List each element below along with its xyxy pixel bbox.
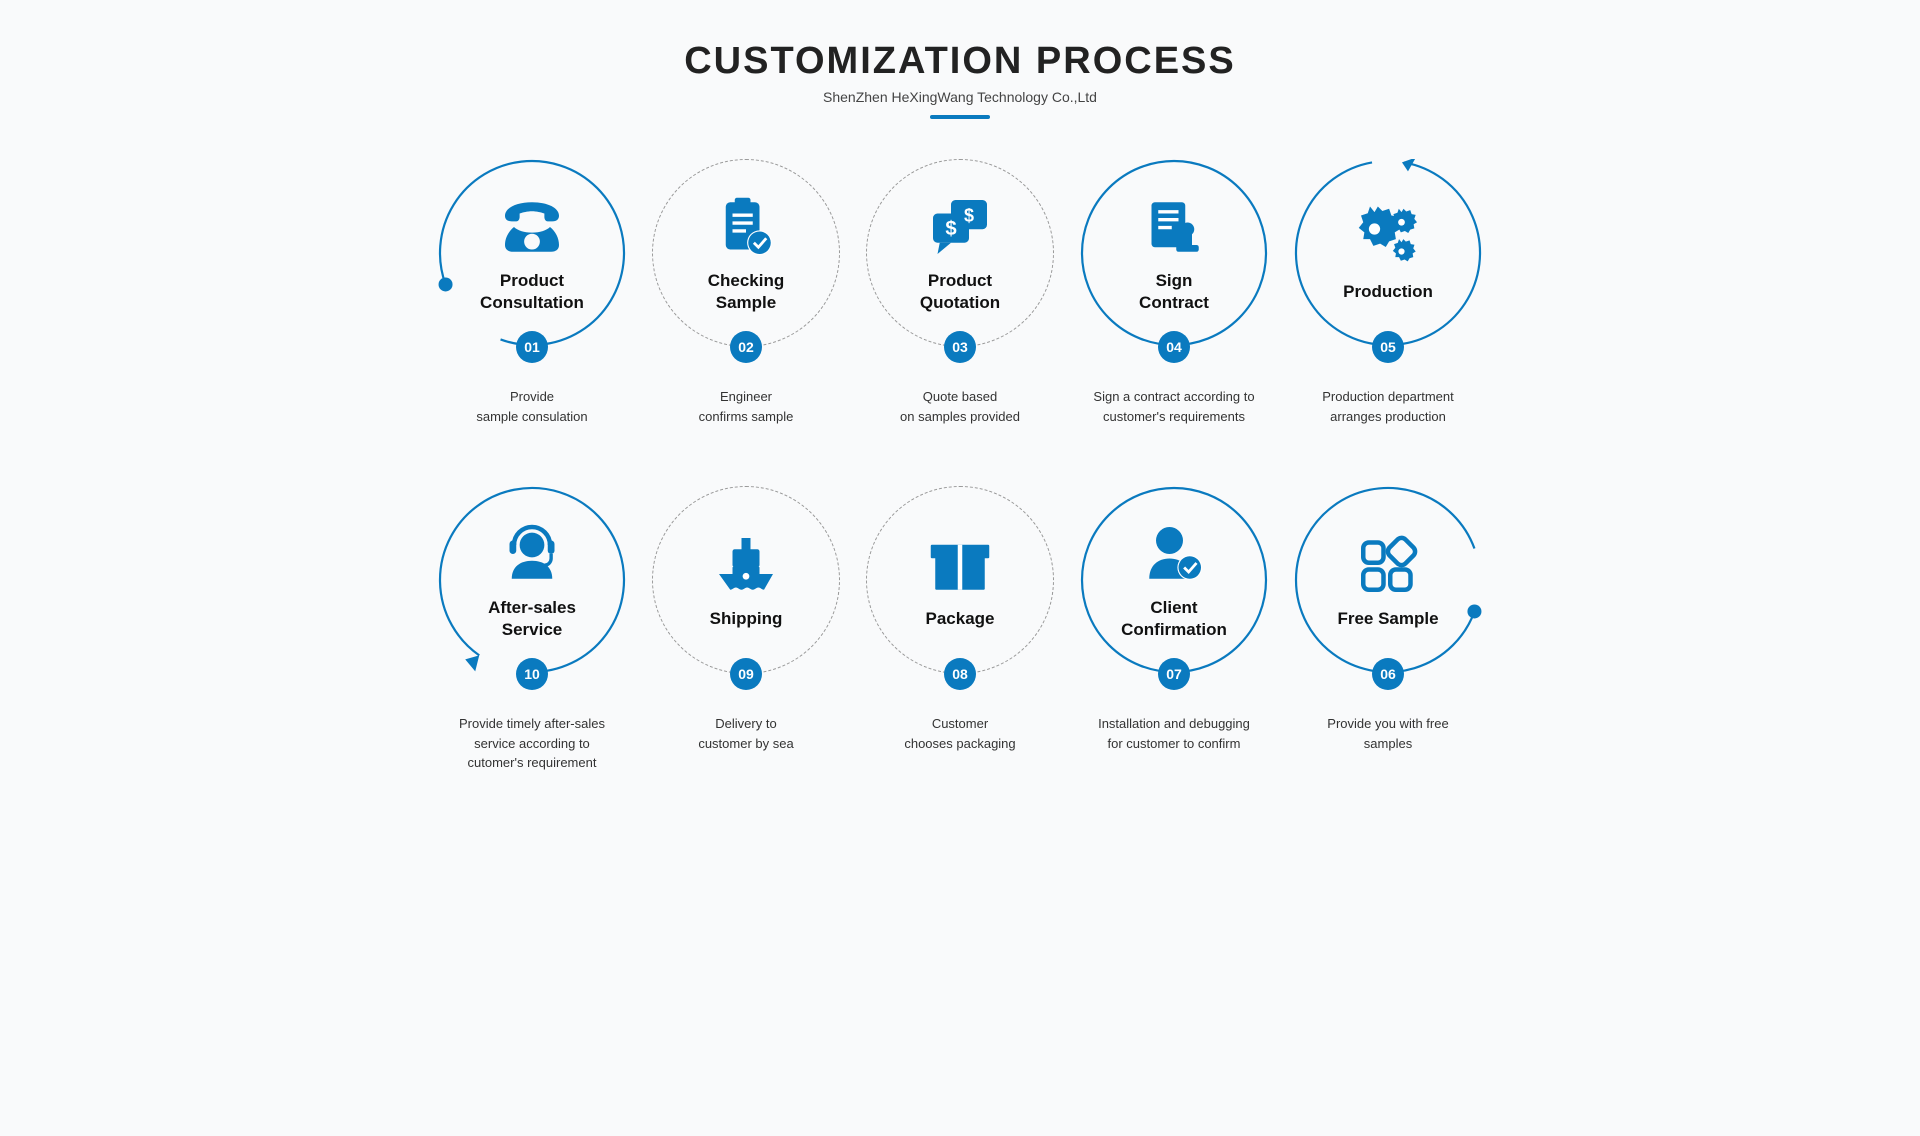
step-circle: ClientConfirmation 07 <box>1080 486 1268 674</box>
step-checking-sample: CheckingSample 02 Engineerconfirms sampl… <box>648 159 844 426</box>
user-check-icon <box>1134 519 1214 589</box>
step-description: Production departmentarranges production <box>1318 387 1458 426</box>
dollar-chat-icon: $$ <box>920 192 1000 262</box>
step-description: Sign a contract according tocustomer's r… <box>1089 387 1258 426</box>
step-label: ProductQuotation <box>908 270 1012 314</box>
headset-icon <box>492 519 572 589</box>
step-circle: Free Sample 06 <box>1294 486 1482 674</box>
process-flow: ProductConsultation 01 Providesample con… <box>420 159 1500 773</box>
step-label: Package <box>914 608 1007 630</box>
step-number-badge: 01 <box>516 331 548 363</box>
step-package: Package 08 Customerchooses packaging <box>862 486 1058 773</box>
step-label: CheckingSample <box>696 270 797 314</box>
step-description: Providesample consulation <box>472 387 591 426</box>
step-label: Shipping <box>698 608 795 630</box>
step-description: Engineerconfirms sample <box>695 387 798 426</box>
step-content: CheckingSample <box>652 159 840 347</box>
step-label: SignContract <box>1127 270 1221 314</box>
ship-icon <box>706 530 786 600</box>
step-number-badge: 06 <box>1372 658 1404 690</box>
step-product-consultation: ProductConsultation 01 Providesample con… <box>434 159 630 426</box>
step-sign-contract: SignContract 04 Sign a contract accordin… <box>1076 159 1272 426</box>
svg-text:$: $ <box>945 218 956 240</box>
title-underline <box>930 115 990 119</box>
step-content: After-salesService <box>438 486 626 674</box>
contract-stamp-icon <box>1134 192 1214 262</box>
step-content: ProductConsultation <box>438 159 626 347</box>
step-label: ProductConsultation <box>468 270 596 314</box>
step-circle: CheckingSample 02 <box>652 159 840 347</box>
step-content: Shipping <box>652 486 840 674</box>
step-number-badge: 04 <box>1158 331 1190 363</box>
process-row-1: ProductConsultation 01 Providesample con… <box>420 159 1500 426</box>
step-description: Provide you with freesamples <box>1323 714 1452 753</box>
step-free-sample: Free Sample 06 Provide you with freesamp… <box>1290 486 1486 773</box>
step-content: Production <box>1294 159 1482 347</box>
step-content: Free Sample <box>1294 486 1482 674</box>
step-description: Delivery tocustomer by sea <box>694 714 797 753</box>
step-circle: $$ ProductQuotation 03 <box>866 159 1054 347</box>
step-circle: Production 05 <box>1294 159 1482 347</box>
step-shipping: Shipping 09 Delivery tocustomer by sea <box>648 486 844 773</box>
step-content: ClientConfirmation <box>1080 486 1268 674</box>
step-production: Production 05 Production departmentarran… <box>1290 159 1486 426</box>
step-product-quotation: $$ ProductQuotation 03 Quote basedon sam… <box>862 159 1058 426</box>
page-subtitle: ShenZhen HeXingWang Technology Co.,Ltd <box>0 89 1920 105</box>
svg-text:$: $ <box>964 205 974 225</box>
clipboard-check-icon <box>706 192 786 262</box>
step-description: Customerchooses packaging <box>900 714 1019 753</box>
step-after-sales: After-salesService 10 Provide timely aft… <box>434 486 630 773</box>
step-label: Free Sample <box>1325 608 1450 630</box>
step-client-confirmation: ClientConfirmation 07 Installation and d… <box>1076 486 1272 773</box>
phone-icon <box>492 192 572 262</box>
step-content: $$ ProductQuotation <box>866 159 1054 347</box>
step-description: Provide timely after-salesservice accord… <box>455 714 609 773</box>
step-number-badge: 05 <box>1372 331 1404 363</box>
header: CUSTOMIZATION PROCESS ShenZhen HeXingWan… <box>0 40 1920 119</box>
step-circle: After-salesService 10 <box>438 486 626 674</box>
step-description: Installation and debuggingfor customer t… <box>1094 714 1254 753</box>
step-number-badge: 02 <box>730 331 762 363</box>
gears-icon <box>1348 203 1428 273</box>
step-number-badge: 09 <box>730 658 762 690</box>
step-circle: Package 08 <box>866 486 1054 674</box>
page-title: CUSTOMIZATION PROCESS <box>0 40 1920 83</box>
step-number-badge: 08 <box>944 658 976 690</box>
shapes-icon <box>1348 530 1428 600</box>
step-content: SignContract <box>1080 159 1268 347</box>
step-label: Production <box>1331 281 1445 303</box>
step-number-badge: 10 <box>516 658 548 690</box>
step-label: ClientConfirmation <box>1109 597 1239 641</box>
step-circle: ProductConsultation 01 <box>438 159 626 347</box>
step-number-badge: 07 <box>1158 658 1190 690</box>
box-icon <box>920 530 1000 600</box>
step-label: After-salesService <box>476 597 588 641</box>
step-circle: SignContract 04 <box>1080 159 1268 347</box>
step-description: Quote basedon samples provided <box>896 387 1024 426</box>
step-content: Package <box>866 486 1054 674</box>
step-number-badge: 03 <box>944 331 976 363</box>
step-circle: Shipping 09 <box>652 486 840 674</box>
process-row-2: After-salesService 10 Provide timely aft… <box>420 486 1500 773</box>
